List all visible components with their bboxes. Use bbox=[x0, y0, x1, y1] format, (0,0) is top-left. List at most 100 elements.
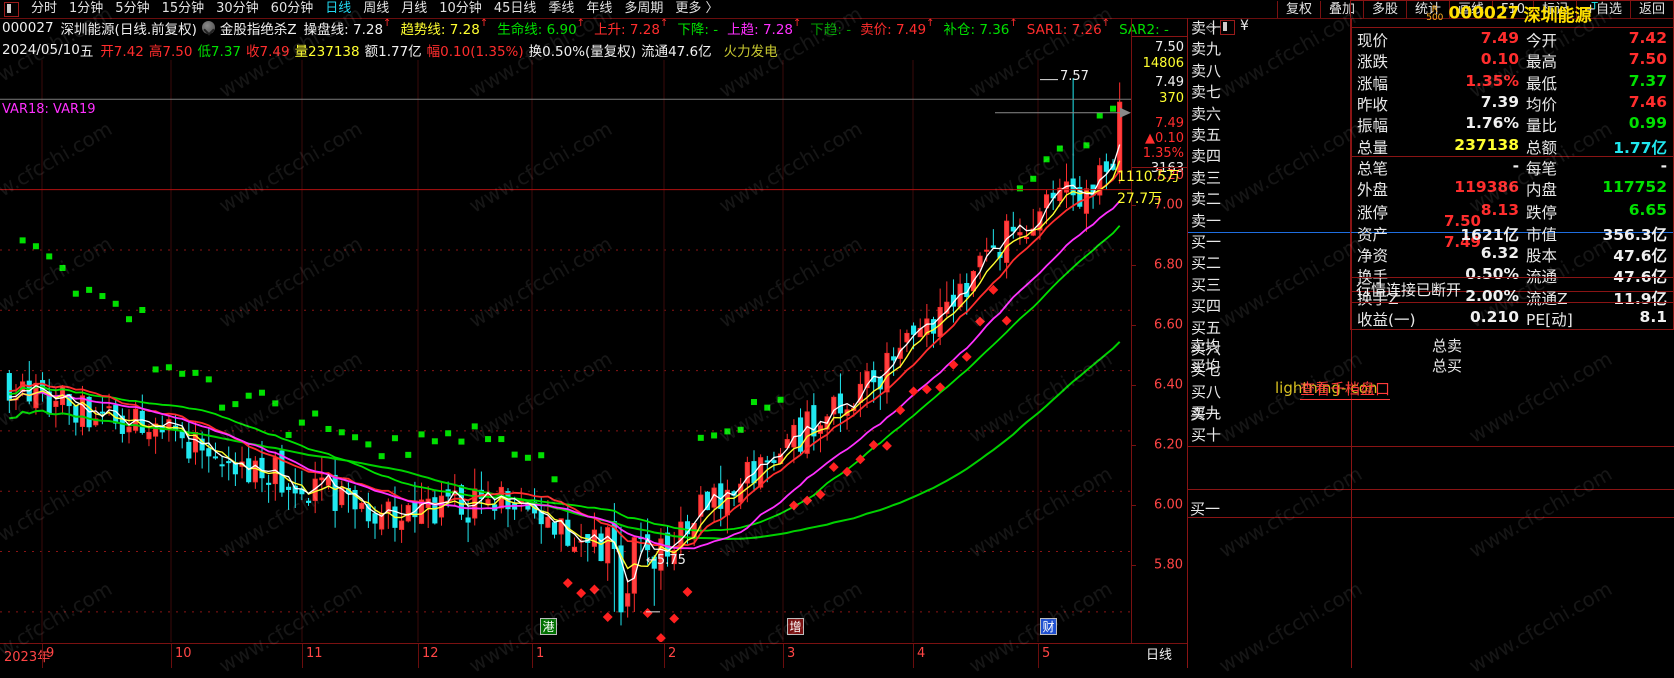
period-tab-9[interactable]: 10分钟 bbox=[439, 1, 482, 16]
lower-buy-row[interactable]: 买一 bbox=[1187, 496, 1350, 520]
chevron-down-circle-icon[interactable] bbox=[201, 21, 215, 34]
period-tab-2[interactable]: 5分钟 bbox=[115, 1, 150, 16]
quote-value-left: 119386 bbox=[1454, 178, 1519, 197]
panel-layout-icon[interactable] bbox=[1219, 20, 1235, 35]
book-row-买八[interactable]: 买八 bbox=[1188, 382, 1351, 403]
ohlc-field-5: 额1.77亿 bbox=[364, 43, 422, 60]
order-book[interactable]: 卖十 卖九 卖八 卖七 卖六 卖五 卖四 卖三 卖二 卖一 7.50 买一 7.49 买二 买三 买四 买五 买六… bbox=[1187, 18, 1674, 668]
date-axis: 2023年 9 10 11 12 1 2 3 4 5 bbox=[0, 643, 1131, 669]
book-row-卖二[interactable]: 卖二 bbox=[1188, 189, 1351, 210]
book-row-卖三[interactable]: 卖三 bbox=[1188, 168, 1351, 189]
book-level-label: 买九 bbox=[1191, 404, 1222, 423]
event-badge-1[interactable]: 增 bbox=[787, 618, 804, 635]
period-tab-group: 分时 1分钟 5分钟 15分钟 30分钟 60分钟 日线 周线 月线 10分钟 … bbox=[0, 0, 725, 18]
event-badge-2[interactable]: 财 bbox=[1040, 618, 1057, 635]
quote-label-left: 总量 bbox=[1357, 138, 1389, 157]
book-row-卖十[interactable]: 卖十 bbox=[1188, 18, 1351, 39]
book-row-买五[interactable]: 买五 bbox=[1188, 318, 1351, 339]
lower-sell-row[interactable]: 卖一 bbox=[1187, 401, 1350, 425]
order-book-averages: 卖均 买均 总卖 总买 bbox=[1187, 333, 1674, 375]
deep-orderbook-button[interactable]: lightning-icon 查看千档盘口 bbox=[1187, 374, 1674, 401]
book-level-label: 买六 bbox=[1191, 340, 1222, 358]
ohlc-field-list: 开7.42 高7.50 低7.37 收7.49 量237138 额1.77亿 幅0.10(1… bbox=[100, 40, 716, 60]
last-col-row-2: 7.49 bbox=[1155, 75, 1184, 90]
quote-label-right: 股本 bbox=[1526, 247, 1558, 265]
panel-toggle-icon[interactable] bbox=[4, 1, 19, 17]
diamond-icon[interactable]: ◇ bbox=[1205, 20, 1216, 35]
sector-label[interactable]: 火力发电 bbox=[723, 43, 778, 60]
price-chart[interactable]: VAR18: VAR19 7.57 ←5.75 港 增 财 bbox=[0, 60, 1131, 642]
bar-weekday: 五 bbox=[79, 43, 94, 60]
indicator-name[interactable]: 金股指绝杀Z bbox=[219, 21, 297, 38]
quote-value-left: 1.76% bbox=[1465, 114, 1519, 133]
book-row-买九[interactable]: 买九 bbox=[1188, 403, 1351, 424]
period-tab-daily[interactable]: 日线 bbox=[325, 1, 352, 16]
quote-label-left: 收益(一) bbox=[1357, 310, 1416, 329]
book-level-label: 买七 bbox=[1191, 361, 1222, 380]
quote-label-left: 昨收 bbox=[1357, 95, 1389, 114]
quote-value-left: - bbox=[1512, 156, 1519, 175]
period-tab-1[interactable]: 1分钟 bbox=[69, 1, 104, 16]
date-tick-5: 1 bbox=[536, 646, 545, 661]
book-level-label: 卖九 bbox=[1191, 40, 1222, 59]
event-badge-0[interactable]: 港 bbox=[540, 618, 557, 635]
date-separator-3 bbox=[302, 644, 303, 668]
period-tab-13[interactable]: 多周期 bbox=[624, 1, 664, 16]
period-tab-8[interactable]: 月线 bbox=[401, 1, 428, 16]
deep-orderbook-label[interactable]: 查看千档盘口 bbox=[1300, 380, 1391, 400]
quote-panel-header: R 500 000027 深圳能源T bbox=[1351, 1, 1673, 27]
indicator-field-1: 趋势线: 7.28↑ bbox=[400, 17, 489, 38]
book-row-买七[interactable]: 买七 bbox=[1188, 360, 1351, 381]
book-level-label: 卖六 bbox=[1191, 104, 1222, 123]
price-tick-mark-2 bbox=[1131, 325, 1136, 326]
quote-row-8: 涨停 8.13 跌停 6.65 bbox=[1351, 201, 1673, 222]
book-row-买一[interactable]: 买一 7.49 bbox=[1188, 232, 1481, 253]
stock-code: 000027 bbox=[2, 19, 54, 36]
quote-label-right: 最低 bbox=[1526, 74, 1558, 93]
book-row-买四[interactable]: 买四 bbox=[1188, 296, 1351, 317]
book-row-买六[interactable]: 买六 bbox=[1188, 339, 1351, 360]
cursor-price: 7.20 bbox=[1155, 168, 1184, 183]
low-callout: ←5.75 bbox=[646, 553, 686, 568]
book-row-买十[interactable]: 买十 bbox=[1188, 425, 1351, 446]
indicator-field-3: 上升: 7.28↑ bbox=[594, 17, 669, 38]
period-tab-12[interactable]: 年线 bbox=[586, 1, 613, 16]
quote-info-line-1: 000027 深圳能源(日线.前复权) 金股指绝杀Z 操盘线: 7.28↑ 趋势线… bbox=[2, 17, 1241, 38]
price-tick-mark-4 bbox=[1131, 445, 1136, 446]
quote-value-right: 11.9亿 bbox=[1613, 289, 1667, 308]
book-level-label: 卖十 bbox=[1191, 19, 1222, 37]
period-tab-more[interactable]: 更多 〉 bbox=[675, 1, 719, 16]
book-row-卖五[interactable]: 卖五 bbox=[1188, 125, 1351, 146]
period-tab-0[interactable]: 分时 bbox=[31, 1, 58, 16]
quote-value-right: 7.50 bbox=[1628, 50, 1667, 69]
quote-row-1: 涨跌 0.10 最高 7.50 bbox=[1351, 50, 1673, 71]
button-fuquan[interactable]: 复权 bbox=[1276, 0, 1321, 18]
toolbar-button-group: 复权 叠加 多股 统计 画线 F10 标记 +自选 返回 bbox=[1276, 0, 1674, 18]
book-level-label: 卖四 bbox=[1191, 147, 1222, 166]
book-row-买三[interactable]: 买三 bbox=[1188, 275, 1351, 296]
bid-ask-divider bbox=[1188, 232, 1674, 233]
date-tick-0: 2023年 bbox=[4, 650, 51, 665]
book-row-卖四[interactable]: 卖四 bbox=[1188, 146, 1351, 167]
quote-header-divider bbox=[1351, 27, 1673, 28]
lower-buy-label: 买一 bbox=[1190, 500, 1221, 518]
last-col-row-1: 14806 bbox=[1142, 56, 1184, 71]
quote-label-left: 净资 bbox=[1357, 247, 1389, 265]
date-separator-9 bbox=[1038, 644, 1039, 668]
period-tab-5[interactable]: 60分钟 bbox=[270, 1, 314, 16]
book-row-卖七[interactable]: 卖七 bbox=[1188, 82, 1351, 103]
quote-label-right: 每笔 bbox=[1526, 159, 1558, 178]
period-tab-7[interactable]: 周线 bbox=[363, 1, 390, 16]
period-tab-11[interactable]: 季线 bbox=[548, 1, 575, 16]
period-tab-3[interactable]: 15分钟 bbox=[161, 1, 205, 16]
book-row-卖六[interactable]: 卖六 bbox=[1188, 104, 1351, 125]
book-row-买二[interactable]: 买二 bbox=[1188, 253, 1351, 274]
book-row-卖一[interactable]: 卖一 7.50 bbox=[1188, 211, 1481, 232]
price-tick-2: 6.60 bbox=[1154, 317, 1183, 333]
period-tab-10[interactable]: 45日线 bbox=[493, 1, 537, 16]
quote-label-left: 换手Z bbox=[1357, 289, 1399, 308]
period-tab-4[interactable]: 30分钟 bbox=[216, 1, 259, 16]
book-row-卖八[interactable]: 卖八 bbox=[1188, 61, 1351, 82]
quote-row-2: 涨幅 1.35% 最低 7.37 bbox=[1351, 72, 1673, 93]
book-row-卖九[interactable]: 卖九 bbox=[1188, 39, 1351, 60]
